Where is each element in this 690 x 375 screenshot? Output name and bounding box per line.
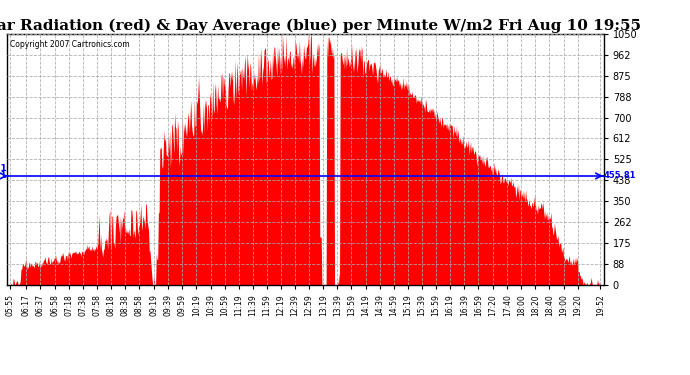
Text: 455.81: 455.81 — [0, 164, 7, 173]
Text: 455.81: 455.81 — [0, 171, 7, 180]
Title: Solar Radiation (red) & Day Average (blue) per Minute W/m2 Fri Aug 10 19:55: Solar Radiation (red) & Day Average (blu… — [0, 18, 641, 33]
Text: Copyright 2007 Cartronics.com: Copyright 2007 Cartronics.com — [10, 40, 130, 49]
Text: 455.81: 455.81 — [604, 171, 636, 180]
